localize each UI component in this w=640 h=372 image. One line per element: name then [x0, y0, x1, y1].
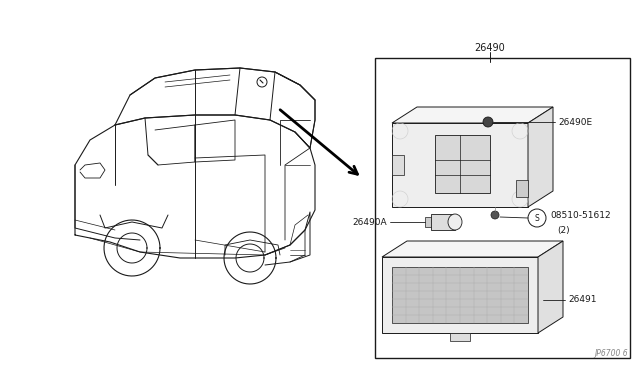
Polygon shape	[435, 135, 490, 193]
Polygon shape	[392, 155, 404, 175]
Text: 26490E: 26490E	[558, 118, 592, 126]
Text: 26490: 26490	[475, 43, 506, 53]
Polygon shape	[450, 333, 470, 341]
Polygon shape	[382, 241, 563, 257]
Polygon shape	[392, 107, 553, 123]
Text: 26491: 26491	[568, 295, 596, 305]
Polygon shape	[431, 214, 455, 230]
Polygon shape	[392, 123, 528, 207]
Polygon shape	[392, 267, 528, 323]
Text: 08510-51612: 08510-51612	[550, 211, 611, 219]
Polygon shape	[516, 180, 528, 197]
Bar	[375, 58, 630, 358]
Ellipse shape	[448, 214, 462, 230]
Text: S: S	[534, 214, 540, 222]
Circle shape	[491, 211, 499, 219]
Text: (2): (2)	[557, 225, 570, 234]
Polygon shape	[425, 217, 431, 227]
Polygon shape	[538, 241, 563, 333]
Polygon shape	[528, 107, 553, 207]
Polygon shape	[382, 257, 538, 333]
Circle shape	[483, 117, 493, 127]
Text: JP6700 6: JP6700 6	[595, 349, 628, 358]
Text: 26490A: 26490A	[353, 218, 387, 227]
